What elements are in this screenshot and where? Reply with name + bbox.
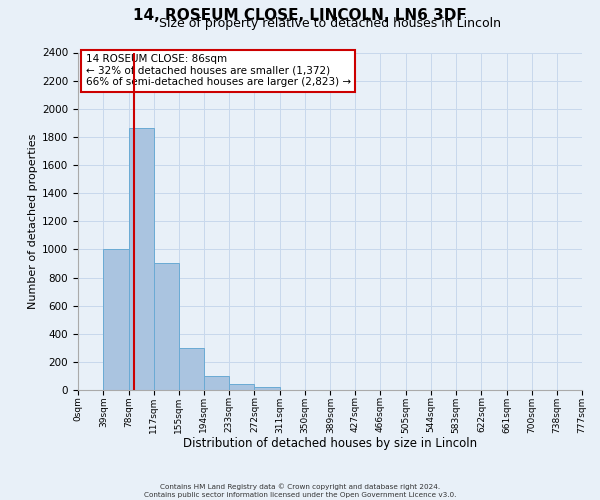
Text: 14 ROSEUM CLOSE: 86sqm
← 32% of detached houses are smaller (1,372)
66% of semi-: 14 ROSEUM CLOSE: 86sqm ← 32% of detached… <box>86 54 350 88</box>
Text: Contains HM Land Registry data © Crown copyright and database right 2024.
Contai: Contains HM Land Registry data © Crown c… <box>144 484 456 498</box>
Bar <box>229 384 254 390</box>
Y-axis label: Number of detached properties: Number of detached properties <box>28 134 38 309</box>
Bar <box>103 250 128 390</box>
Bar <box>254 387 280 390</box>
Bar <box>204 376 229 390</box>
Title: Size of property relative to detached houses in Lincoln: Size of property relative to detached ho… <box>159 18 501 30</box>
Bar <box>179 348 204 390</box>
Text: 14, ROSEUM CLOSE, LINCOLN, LN6 3DF: 14, ROSEUM CLOSE, LINCOLN, LN6 3DF <box>133 8 467 22</box>
Bar <box>154 264 179 390</box>
Bar <box>128 128 154 390</box>
X-axis label: Distribution of detached houses by size in Lincoln: Distribution of detached houses by size … <box>183 437 477 450</box>
